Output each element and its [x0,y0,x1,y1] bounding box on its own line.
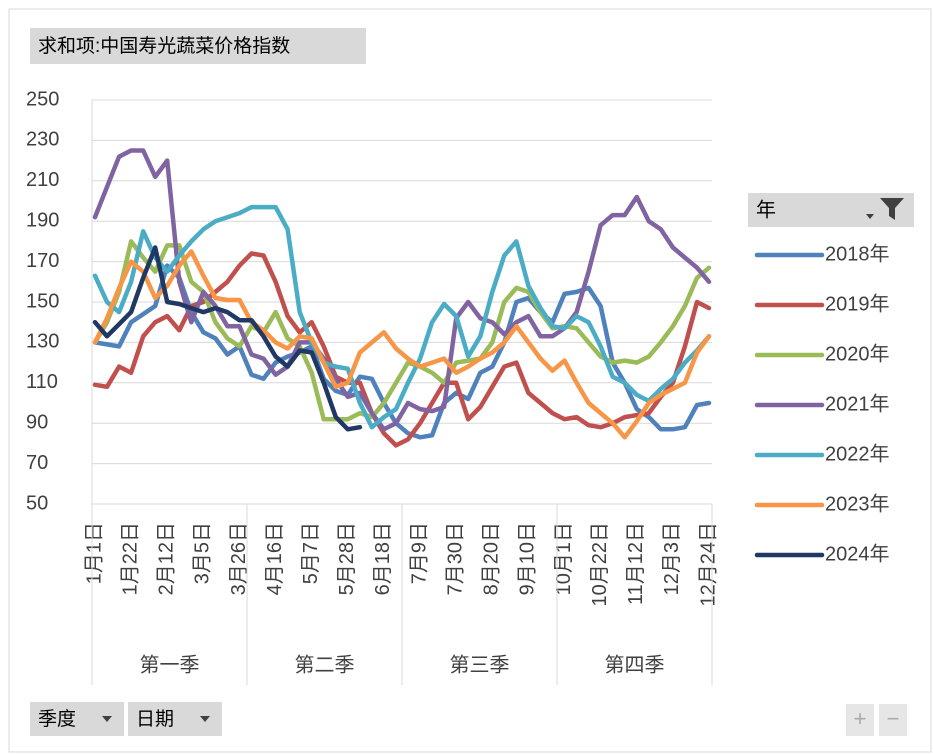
x-tick-label: 5月28日 [336,522,358,595]
title-button[interactable] [30,28,366,64]
x-tick-label: 5月7日 [300,522,322,584]
x-tick-label: 9月10日 [517,522,539,595]
quarter-label: 第四季 [605,653,665,676]
legend-label: 2018年 [825,242,890,265]
series-line [92,249,712,440]
y-tick-label: 150 [26,290,59,312]
x-tick-label: 4月16日 [264,522,286,595]
x-tick-label: 11月12日 [625,522,647,605]
expand-icon: + [854,706,867,731]
filter-icon[interactable] [866,198,904,220]
quarter-label: 第一季 [140,653,200,676]
series-line [92,245,363,432]
field-button-label: 季度 [38,708,76,730]
x-tick-label: 2月12日 [156,522,178,595]
x-tick-label: 3月26日 [228,522,250,595]
legend-label: 2019年 [825,292,890,315]
y-tick-label: 50 [26,492,48,514]
y-tick-label: 210 [26,169,59,191]
y-tick-label: 110 [26,371,58,393]
x-tick-label: 3月5日 [192,522,214,584]
series-line [92,148,712,432]
y-tick-label: 190 [26,209,59,231]
legend-label: 2022年 [825,442,890,465]
y-tick-label: 90 [26,411,48,433]
quarter-label: 第二季 [295,653,355,676]
x-tick-label: 6月18日 [372,522,394,595]
x-tick-label: 12月24日 [697,522,719,607]
x-tick-label: 12月3日 [661,522,683,595]
dropdown-icon [102,716,112,722]
quarter-label: 第三季 [450,653,510,676]
field-button-label: 日期 [136,708,174,730]
expand-button[interactable] [846,704,874,736]
legend-label: 2024年 [825,542,890,565]
legend-label: 2021年 [825,392,890,415]
series-line [92,263,712,440]
x-tick-label: 1月22日 [119,522,141,595]
x-tick-label: 10月1日 [553,522,575,595]
chart-title: 求和项:中国寿光蔬菜价格指数 [38,35,290,57]
legend-label: 2023年 [825,492,890,515]
x-tick-label: 8月20日 [481,522,503,595]
y-tick-label: 130 [26,331,59,353]
chart-frame [8,8,932,753]
y-tick-label: 250 [26,88,59,110]
x-tick-label: 10月22日 [589,522,611,607]
collapse-button[interactable] [879,704,907,736]
x-tick-label: 7月30日 [444,522,466,595]
y-tick-label: 70 [26,452,48,474]
y-tick-label: 230 [26,129,59,151]
legend-label: 2020年 [825,342,890,365]
y-tick-label: 170 [26,250,59,272]
collapse-icon: − [887,706,900,731]
dropdown-icon [200,716,210,722]
legend-title: 年 [756,198,776,221]
series-line [92,204,712,430]
x-tick-label: 7月9日 [408,522,430,584]
x-tick-label: 1月1日 [83,522,105,584]
